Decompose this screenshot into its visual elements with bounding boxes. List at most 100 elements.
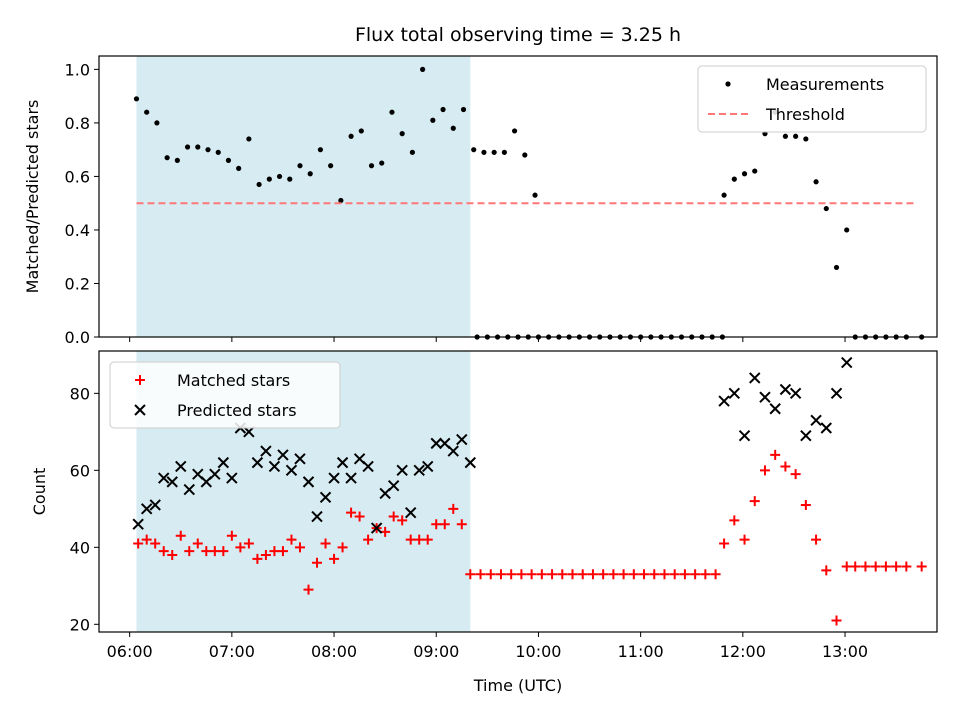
data-point	[690, 569, 701, 580]
data-point	[450, 125, 456, 131]
legend-label: Matched stars	[177, 371, 290, 390]
chart-title: Flux total observing time = 3.25 h	[355, 24, 681, 46]
data-point	[649, 569, 660, 580]
data-point	[251, 456, 264, 469]
data-point	[319, 491, 332, 503]
bottom-panel: 20 40 60 80 06:00 07:00 08:00 09:00 10:00 11:00 12…	[30, 350, 938, 661]
data-point	[422, 534, 433, 545]
data-point	[396, 464, 408, 477]
data-point	[430, 437, 442, 450]
data-point	[312, 557, 323, 568]
data-point	[358, 128, 364, 134]
data-point	[501, 149, 507, 155]
data-point	[346, 507, 357, 518]
data-point	[256, 181, 262, 188]
data-point	[618, 569, 629, 580]
data-point	[209, 546, 220, 557]
data-point	[133, 96, 140, 102]
y-tick-label: 0.6	[65, 167, 90, 186]
data-point	[329, 553, 340, 564]
legend-handle	[725, 81, 731, 87]
y-tick-label: 0.4	[65, 221, 90, 240]
data-point	[302, 476, 315, 488]
data-point	[287, 176, 293, 182]
data-point	[718, 395, 730, 407]
data-point	[413, 464, 425, 477]
data-point	[285, 464, 298, 477]
data-point	[719, 538, 730, 549]
legend-label: Predicted stars	[177, 401, 297, 420]
data-point	[780, 461, 791, 472]
data-point	[901, 561, 912, 572]
data-point	[870, 561, 881, 572]
data-point	[154, 120, 160, 126]
data-point	[800, 499, 811, 510]
data-point	[577, 569, 588, 580]
data-point	[201, 546, 212, 557]
data-point	[158, 472, 170, 484]
data-point	[880, 561, 891, 572]
data-point	[752, 168, 758, 174]
data-point	[739, 534, 750, 545]
data-point	[511, 128, 518, 134]
data-point	[268, 460, 281, 473]
data-point	[243, 426, 255, 438]
data-point	[728, 387, 741, 400]
data-point	[167, 550, 178, 561]
y-tick-label: 80	[70, 384, 90, 403]
data-point	[192, 538, 203, 549]
data-point	[348, 133, 354, 139]
data-point	[547, 569, 558, 580]
data-point	[782, 133, 789, 139]
data-point	[422, 460, 434, 473]
data-point	[399, 131, 405, 137]
data-point	[811, 534, 822, 545]
data-point	[628, 569, 639, 580]
x-tick-label: 09:00	[413, 642, 459, 661]
data-point	[164, 155, 170, 161]
data-point	[328, 472, 340, 484]
data-point	[277, 546, 288, 557]
data-point	[175, 530, 186, 541]
data-point	[813, 179, 819, 185]
legend-label: Threshold	[765, 105, 845, 124]
data-point	[175, 460, 187, 473]
data-point	[420, 66, 426, 72]
data-point	[141, 534, 152, 545]
data-point	[769, 403, 781, 415]
data-point	[749, 496, 760, 507]
x-tick-label: 10:00	[515, 642, 561, 661]
data-point	[800, 429, 812, 442]
data-point	[471, 147, 477, 153]
data-point	[587, 569, 598, 580]
x-tick-label: 07:00	[209, 642, 255, 661]
x-axis-label: Time (UTC)	[473, 676, 562, 695]
data-point	[338, 197, 344, 204]
data-point	[286, 534, 297, 545]
y-tick-label: 40	[70, 538, 90, 557]
data-point	[891, 561, 902, 572]
data-point	[749, 372, 761, 384]
data-point	[174, 157, 180, 163]
x-tick-label: 06:00	[107, 642, 153, 661]
data-point	[303, 584, 314, 595]
data-point	[235, 542, 246, 553]
data-point	[729, 515, 740, 526]
data-point	[166, 476, 178, 488]
x-tick-label: 13:00	[822, 642, 868, 661]
data-point	[311, 510, 323, 523]
data-point	[184, 144, 191, 150]
data-point	[460, 106, 467, 113]
data-point	[710, 569, 721, 580]
data-point	[759, 391, 771, 403]
data-point	[158, 546, 169, 557]
series-matched-stars	[133, 449, 927, 626]
data-point	[456, 433, 468, 446]
data-point	[243, 538, 254, 549]
data-point	[218, 546, 229, 557]
data-point	[183, 483, 195, 496]
data-point	[226, 530, 237, 541]
data-point	[246, 136, 252, 142]
data-point	[217, 456, 230, 469]
